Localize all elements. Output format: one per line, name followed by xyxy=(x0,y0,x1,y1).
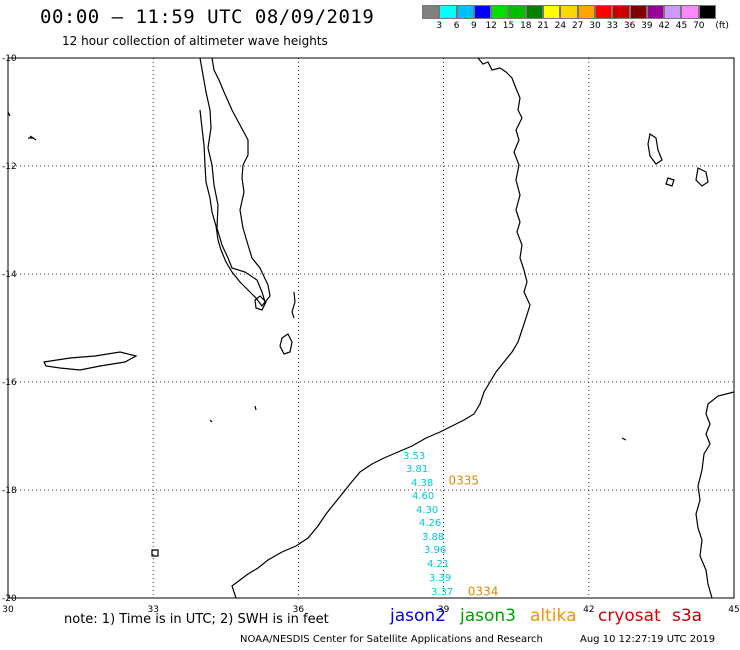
colorbar-swatch xyxy=(422,5,440,19)
colorbar-label: 39 xyxy=(641,21,653,31)
colorbar-unit: (ft) xyxy=(715,21,729,31)
comoros-island xyxy=(647,133,663,165)
lat-tick-label: -14 xyxy=(2,270,17,280)
satellite-legend-s3a: s3a xyxy=(672,606,703,626)
footer-note: note: 1) Time is in UTC; 2) SWH is in fe… xyxy=(64,612,329,627)
colorbar-swatch xyxy=(698,5,717,19)
colorbar-swatch xyxy=(664,5,682,19)
colorbar-label: 24 xyxy=(554,21,567,31)
islet xyxy=(254,405,257,411)
satellite-legend-jason3: jason3 xyxy=(460,606,516,626)
madagascar-west-coast xyxy=(695,391,735,599)
swh-observations: 3.53 3.81 4.38 4.60 4.30 4.26 3.88 3.96 4.21 3.39… xyxy=(403,451,498,598)
colorbar-swatch xyxy=(439,5,457,19)
colorbar-swatch xyxy=(508,5,526,19)
colorbar-label: 12 xyxy=(485,21,497,31)
lon-tick-label: 42 xyxy=(583,605,594,615)
colorbar-swatch xyxy=(473,5,492,19)
islet xyxy=(621,437,627,441)
colorbar-swatch xyxy=(577,5,595,19)
lon-tick-label: 36 xyxy=(293,605,305,615)
swh-value-label: 3.53 xyxy=(403,451,425,462)
colorbar-swatch xyxy=(646,5,665,19)
axis-labels: 30 33 36 39 42 45 -10 -12 -14 -16 -18 -20 xyxy=(2,54,740,615)
satellite-legend-cryosat: cryosat xyxy=(598,606,661,626)
lake-malawi-east-shore xyxy=(211,57,271,302)
lon-tick-label: 45 xyxy=(728,605,739,615)
colorbar-label: 27 xyxy=(571,21,584,31)
lake-malawi-west-shore xyxy=(199,57,266,307)
colorbar-swatch xyxy=(594,5,613,19)
swh-value-label: 4.38 xyxy=(411,478,433,489)
timestamp-text: Aug 10 12:27:19 UTC 2019 xyxy=(580,634,716,645)
swh-value-label: 4.30 xyxy=(416,505,438,516)
colorbar-swatch xyxy=(612,5,630,19)
islet xyxy=(28,135,37,141)
credit-text: NOAA/NESDIS Center for Satellite Applica… xyxy=(240,634,543,645)
islet xyxy=(7,111,11,117)
colorbar-swatch xyxy=(681,5,699,19)
lake-kariba xyxy=(43,351,138,371)
islet xyxy=(209,419,213,423)
lat-tick-label: -16 xyxy=(2,378,17,388)
colorbar-swatch xyxy=(629,5,647,19)
colorbar-label: 15 xyxy=(502,21,515,31)
satellite-legend-altika: altika xyxy=(530,606,577,626)
gridlines xyxy=(8,58,734,598)
colorbar-label: 3 xyxy=(436,21,443,31)
colorbar xyxy=(422,5,717,19)
lon-tick-label: 30 xyxy=(2,605,14,615)
lat-tick-label: -12 xyxy=(2,162,17,172)
swh-value-label: 3.39 xyxy=(429,573,451,584)
lake-chilwa xyxy=(279,333,293,355)
satellite-legend-jason2: jason2 xyxy=(390,606,446,626)
swh-value-label: 3.81 xyxy=(406,464,428,475)
colorbar-label: 6 xyxy=(453,21,460,31)
swh-value-label: 3.37 xyxy=(431,587,453,598)
colorbar-swatch xyxy=(543,5,561,19)
colorbar-swatch xyxy=(560,5,578,19)
colorbar-label: 9 xyxy=(471,21,477,31)
map-title: 00:00 – 11:59 UTC 08/09/2019 xyxy=(40,6,375,28)
colorbar-label: 30 xyxy=(589,21,601,31)
swh-value-label: 4.21 xyxy=(427,559,449,570)
colorbar-label: 36 xyxy=(623,21,636,31)
coastline xyxy=(7,57,735,599)
lon-tick-label: 33 xyxy=(147,605,158,615)
colorbar-label: 18 xyxy=(520,21,532,31)
swh-value-label: 4.60 xyxy=(412,491,434,502)
lat-tick-label: -10 xyxy=(2,54,17,64)
pass-time-label: 0334 xyxy=(468,584,499,598)
lake-malombe xyxy=(254,295,267,311)
lon-tick-label: 39 xyxy=(438,605,450,615)
mayotte-island xyxy=(695,167,709,187)
swh-value-label: 3.88 xyxy=(422,532,444,543)
islet xyxy=(151,549,159,557)
mozambique-coastline xyxy=(231,57,531,599)
swh-value-label: 4.26 xyxy=(419,518,441,529)
islet xyxy=(665,177,675,187)
lat-tick-label: -18 xyxy=(2,486,17,496)
map-subtitle: 12 hour collection of altimeter wave hei… xyxy=(62,34,328,48)
colorbar-label: 21 xyxy=(537,21,549,31)
colorbar-swatch xyxy=(456,5,474,19)
lat-tick-label: -20 xyxy=(2,594,17,604)
colorbar-swatch xyxy=(491,5,509,19)
colorbar-label: 70 xyxy=(693,21,705,31)
colorbar-label: 42 xyxy=(658,21,670,31)
swh-value-label: 3.96 xyxy=(424,545,446,556)
colorbar-labels: 3 6 9 12 15 18 21 24 27 30 33 36 39 42 45 70 (ft) xyxy=(422,21,740,35)
colorbar-swatch xyxy=(525,5,544,19)
colorbar-label: 33 xyxy=(606,21,619,31)
pass-time-label: 0335 xyxy=(448,474,479,488)
shire-river xyxy=(291,291,296,319)
map-frame xyxy=(7,57,735,599)
colorbar-label: 45 xyxy=(675,21,688,31)
